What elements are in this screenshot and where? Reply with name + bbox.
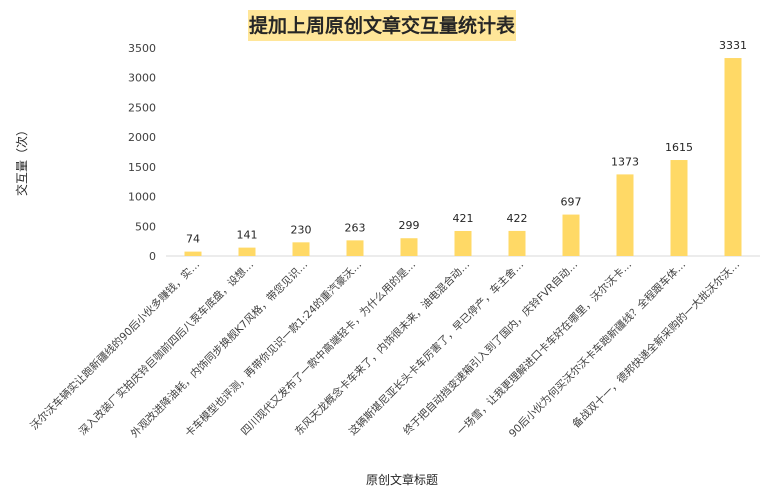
bar — [724, 58, 742, 257]
y-tick-label: 500 — [135, 220, 156, 233]
y-tick-label: 1000 — [128, 191, 156, 204]
y-axis-title: 交互量（次） — [14, 124, 29, 196]
title-background — [248, 10, 516, 41]
data-label: 263 — [345, 221, 366, 234]
bar — [292, 242, 310, 256]
bar — [400, 238, 418, 256]
bar — [508, 230, 526, 256]
y-tick-label: 2000 — [128, 131, 156, 144]
bar — [670, 160, 688, 256]
data-label: 141 — [237, 229, 258, 242]
y-tick-label: 0 — [149, 250, 156, 263]
data-label: 74 — [186, 233, 200, 246]
data-label: 1373 — [611, 155, 639, 168]
category-labels-group: 沃尔沃车辆实让跑新疆线的90后小伙多赚钱，实…深入改装厂实拍庆铃巨咖前四后八泵车… — [28, 258, 743, 440]
data-label: 1615 — [665, 141, 693, 154]
bar — [184, 251, 202, 256]
data-label: 422 — [507, 212, 528, 225]
bar — [616, 174, 634, 256]
bars-group — [184, 58, 742, 257]
bar — [238, 247, 256, 256]
data-label: 299 — [399, 219, 420, 232]
category-label: 卡车模型也评测，再带你见识一款1:24的重汽豪沃… — [182, 258, 364, 440]
data-label: 697 — [561, 196, 582, 209]
bar — [562, 214, 580, 256]
y-tick-label: 1500 — [128, 161, 156, 174]
data-label: 3331 — [719, 39, 747, 52]
y-axis: 0 500 1000 1500 2000 2500 3000 3500 — [128, 42, 156, 263]
data-label: 421 — [453, 212, 474, 225]
y-tick-label: 3000 — [128, 72, 156, 85]
data-labels-group: 74 141 230 263 299 421 422 697 1373 1615 3331 — [186, 39, 747, 246]
x-axis-title: 原创文章标题 — [366, 472, 438, 487]
category-label: 外观改进降油耗，内饰同步换舰K7风格，带您见识… — [128, 258, 310, 440]
bar — [454, 230, 472, 256]
y-tick-label: 2500 — [128, 101, 156, 114]
chart-title: 提加上周原创文章交互量统计表 — [249, 14, 516, 37]
y-tick-label: 3500 — [128, 42, 156, 55]
bar — [346, 240, 364, 256]
category-label: 90后小伙为何买沃尔沃卡车跑新疆线？全程跟车体… — [506, 258, 688, 440]
data-label: 230 — [291, 223, 312, 236]
